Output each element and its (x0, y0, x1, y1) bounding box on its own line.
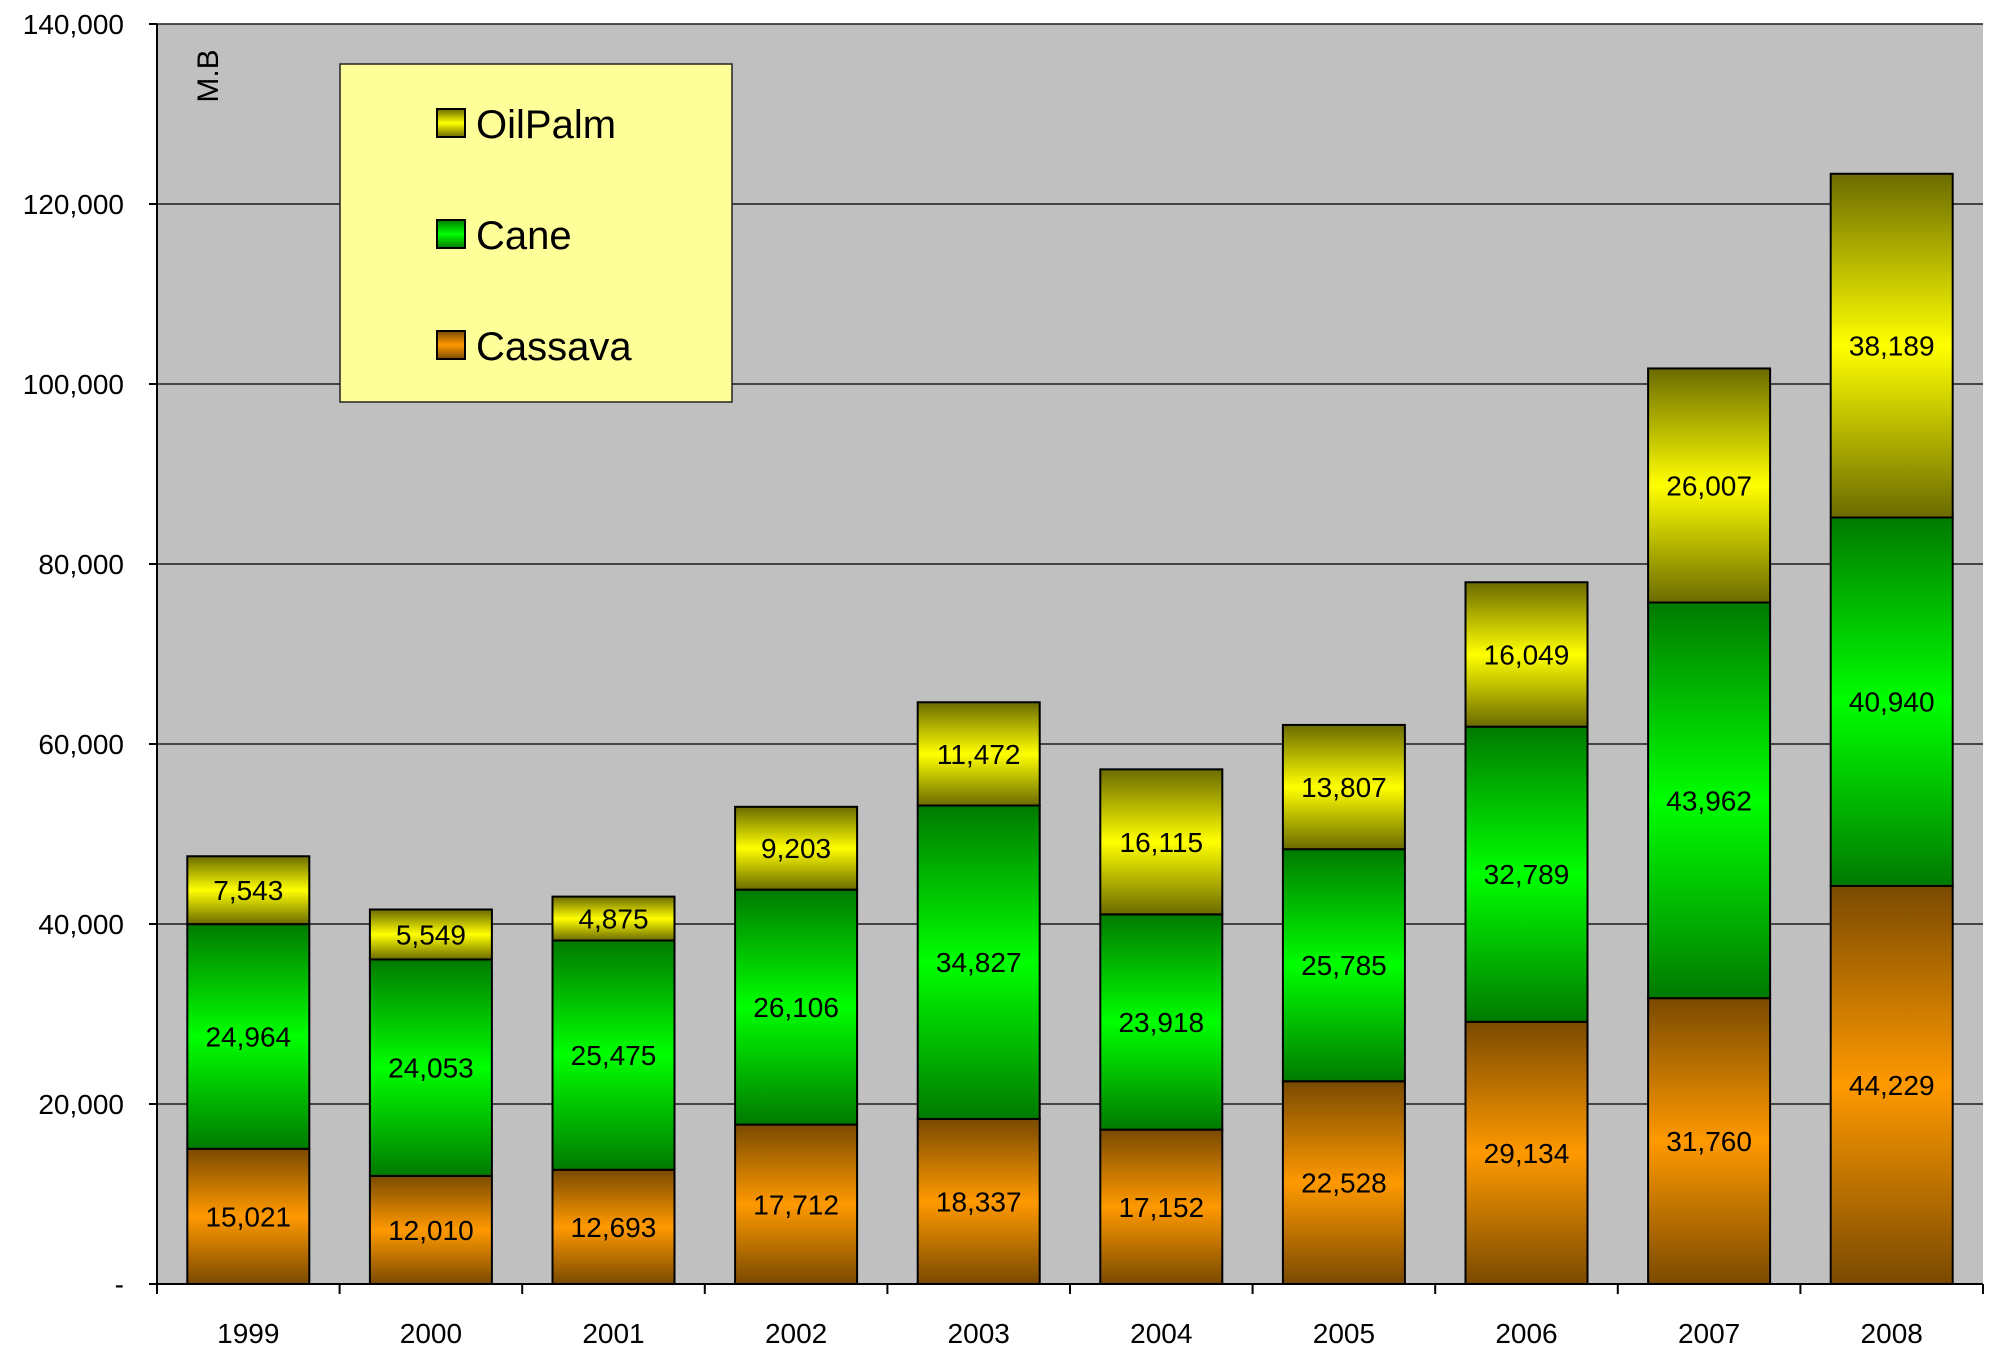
data-label: 18,337 (936, 1186, 1022, 1217)
bar-oilpalm-2002 (734, 805, 859, 891)
x-axis: 1999 2000 2001 2002 2003 2004 2005 2006 2007 2008 (156, 1283, 1984, 1349)
data-label: 9,203 (761, 833, 831, 864)
bar-cassava-2001 (551, 1168, 676, 1285)
bar-cassava-2002 (734, 1123, 859, 1286)
bar-oilpalm-2001 (551, 895, 676, 942)
legend-swatch-oilpalm (436, 108, 466, 138)
legend-swatch-cassava (436, 330, 466, 360)
y-tick-label: 120,000 (23, 189, 124, 220)
data-label: 25,785 (1301, 950, 1387, 981)
data-label: 40,940 (1849, 687, 1935, 718)
data-label: 13,807 (1301, 772, 1387, 803)
bar-cane-2006 (1464, 725, 1589, 1023)
bar-cane-2002 (734, 888, 859, 1126)
data-label: 15,021 (205, 1201, 291, 1232)
bar-labels: 15,021 24,964 7,543 12,010 24,053 5,549 12,693… (205, 331, 1934, 1246)
legend: OilPalm Cane Cassava (339, 63, 733, 403)
data-label: 38,189 (1849, 331, 1935, 362)
bar-cassava-2006 (1464, 1020, 1589, 1285)
y-tick-label: 80,000 (38, 549, 124, 580)
bar-cassava-2004 (1099, 1128, 1224, 1285)
bar-oilpalm-2005 (1281, 723, 1406, 851)
data-label: 22,528 (1301, 1168, 1387, 1199)
bar-oilpalm-1999 (186, 855, 311, 926)
bar-cane-2000 (368, 958, 493, 1177)
legend-box (339, 63, 733, 403)
bar-oilpalm-2007 (1647, 367, 1772, 604)
bar-cassava-2007 (1647, 997, 1772, 1285)
data-label: 31,760 (1666, 1126, 1752, 1157)
data-label: 44,229 (1849, 1070, 1935, 1101)
data-label: 12,010 (388, 1215, 474, 1246)
y-tick-label: 20,000 (38, 1089, 124, 1120)
bar-cane-2005 (1281, 848, 1406, 1083)
bar-cassava-2008 (1829, 884, 1954, 1286)
x-tick-label: 2008 (1861, 1318, 1923, 1348)
bar-oilpalm-2004 (1099, 768, 1224, 916)
y-tick-label: 40,000 (38, 909, 124, 940)
x-tick-label: 2007 (1678, 1318, 1740, 1348)
data-label: 26,007 (1666, 470, 1752, 501)
data-label: 16,115 (1120, 827, 1204, 858)
data-label: 25,475 (571, 1040, 657, 1071)
bar-cassava-2000 (368, 1174, 493, 1286)
y-tick-label: 140,000 (23, 9, 124, 40)
data-label: 24,053 (388, 1053, 474, 1084)
y-tick-label: - (115, 1269, 124, 1300)
data-label: 16,049 (1484, 639, 1570, 670)
data-label: 17,712 (753, 1189, 839, 1220)
x-tick-label: 2004 (1130, 1318, 1192, 1348)
data-label: 4,875 (578, 904, 648, 935)
bar-cane-2008 (1829, 516, 1954, 887)
data-label: 26,106 (753, 992, 839, 1023)
legend-label-cane: Cane (476, 214, 572, 258)
bar-cane-2003 (916, 804, 1041, 1120)
x-tick-label: 2000 (400, 1318, 462, 1348)
data-label: 24,964 (205, 1021, 291, 1052)
x-tick-label: 2005 (1313, 1318, 1375, 1348)
bar-cassava-2005 (1281, 1080, 1406, 1286)
bar-cane-1999 (186, 923, 311, 1150)
data-label: 23,918 (1118, 1007, 1204, 1038)
data-label: 17,152 (1118, 1192, 1204, 1223)
data-label: 32,789 (1484, 859, 1570, 890)
x-tick-label: 2006 (1495, 1318, 1557, 1348)
data-label: 5,549 (396, 919, 466, 950)
bar-oilpalm-2006 (1464, 581, 1589, 728)
data-label: 43,962 (1666, 785, 1752, 816)
y-tick-label: 60,000 (38, 729, 124, 760)
bar-oilpalm-2003 (916, 701, 1041, 807)
data-label: 29,134 (1484, 1138, 1570, 1169)
bar-oilpalm-2008 (1829, 172, 1954, 519)
bar-cane-2007 (1647, 601, 1772, 1000)
bar-oilpalm-2000 (368, 908, 493, 961)
data-label: 7,543 (213, 875, 283, 906)
legend-swatch-cane (436, 219, 466, 249)
bar-cane-2001 (551, 939, 676, 1171)
y-tick-label: 100,000 (23, 369, 124, 400)
y-axis: - 20,000 40,000 60,000 80,000 100,000 120,000 1… (23, 9, 158, 1300)
bar-cane-2004 (1099, 913, 1224, 1131)
y-axis-title: M.B (192, 49, 225, 102)
x-tick-label: 2002 (765, 1318, 827, 1348)
data-label: 12,693 (571, 1212, 657, 1243)
bar-cassava-2003 (916, 1117, 1041, 1286)
legend-label-cassava: Cassava (476, 325, 632, 369)
data-label: 11,472 (937, 739, 1021, 770)
data-label: 34,827 (936, 947, 1022, 978)
x-tick-label: 1999 (217, 1318, 279, 1348)
x-tick-label: 2003 (948, 1318, 1010, 1348)
x-tick-label: 2001 (582, 1318, 644, 1348)
bar-cassava-1999 (186, 1147, 311, 1286)
bars (186, 172, 1954, 1286)
legend-label-oilpalm: OilPalm (476, 103, 616, 147)
